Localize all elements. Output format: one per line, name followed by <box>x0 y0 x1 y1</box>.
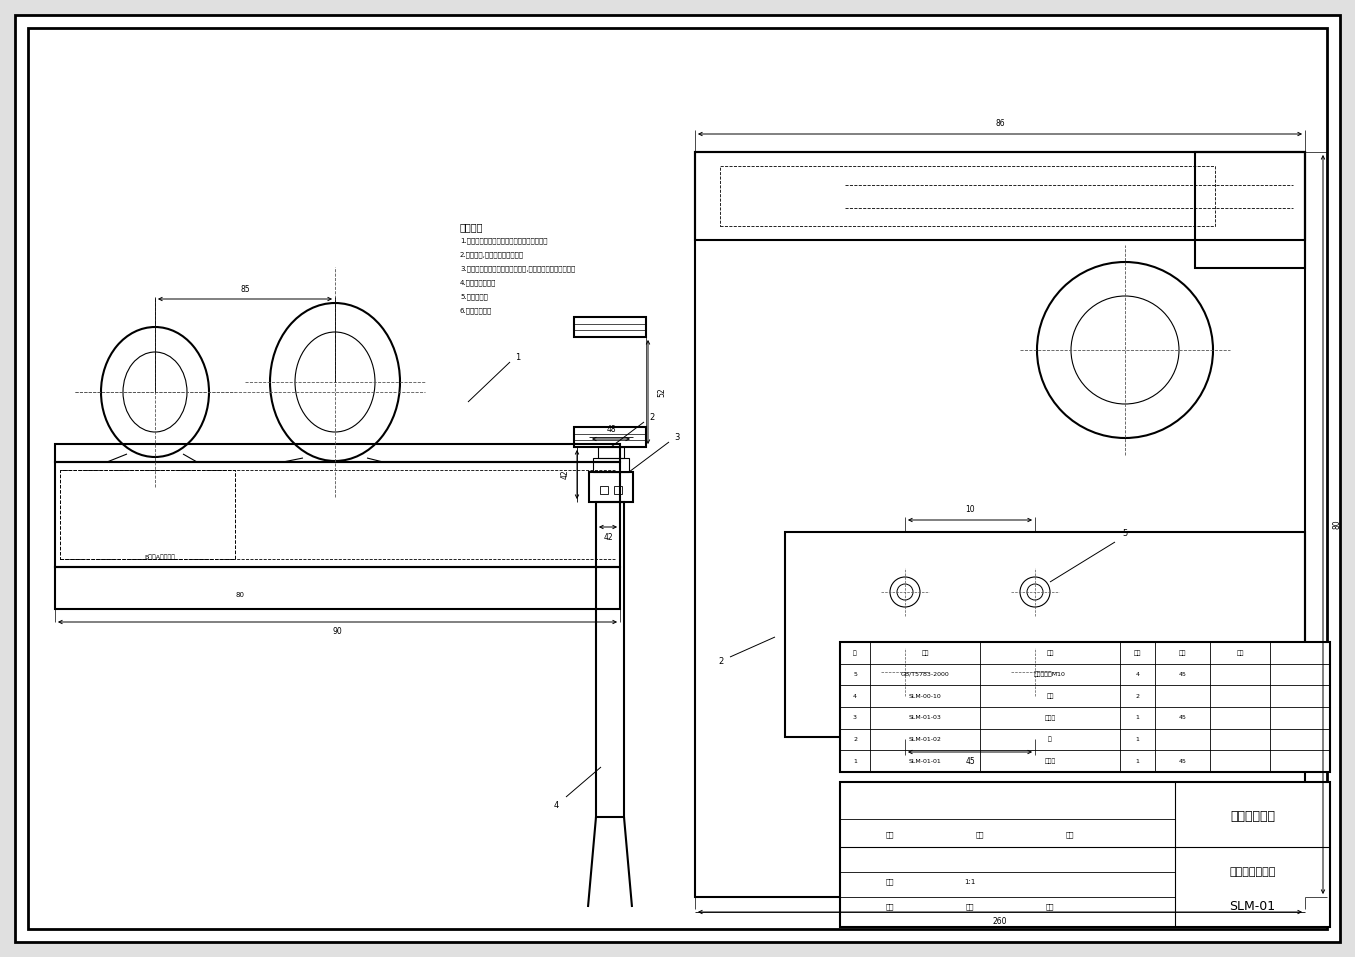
Bar <box>56 462 621 567</box>
Text: 4: 4 <box>854 694 856 699</box>
Text: B处为A级外露面: B处为A级外露面 <box>145 554 176 560</box>
Text: 10: 10 <box>965 505 974 515</box>
Bar <box>575 427 646 447</box>
Text: 携门装置装配图: 携门装置装配图 <box>1229 867 1275 877</box>
Text: 4: 4 <box>1135 672 1140 677</box>
Bar <box>695 152 1305 897</box>
Text: 1: 1 <box>1135 737 1140 742</box>
Text: 代号: 代号 <box>921 650 928 656</box>
Text: SLM-01: SLM-01 <box>1229 901 1275 914</box>
Text: 5.油漆防锈。: 5.油漆防锈。 <box>459 294 488 300</box>
Text: 3.所有针对焊接位置一次调整好后,一次性将所有焊接完成。: 3.所有针对焊接位置一次调整好后,一次性将所有焊接完成。 <box>459 266 576 273</box>
Text: 重量: 重量 <box>976 832 984 838</box>
Text: 45: 45 <box>965 758 974 767</box>
Text: 2: 2 <box>718 657 724 666</box>
Text: GB/T5783-2000: GB/T5783-2000 <box>901 672 950 677</box>
Text: 携门架: 携门架 <box>1045 758 1056 764</box>
Text: 2.所有焊缝,用一一密封胶填充。: 2.所有焊缝,用一一密封胶填充。 <box>459 252 524 258</box>
Bar <box>695 152 1305 240</box>
Text: 1: 1 <box>1135 759 1140 764</box>
Text: 1.装配前所有零件均去毛刺、清理焊接飞溅。: 1.装配前所有零件均去毛刺、清理焊接飞溅。 <box>459 237 547 244</box>
Bar <box>785 532 1305 737</box>
Text: 1: 1 <box>515 352 520 362</box>
Text: 1:1: 1:1 <box>965 879 976 885</box>
Text: 86: 86 <box>995 120 1005 128</box>
Bar <box>1195 152 1305 268</box>
Bar <box>575 317 646 337</box>
Bar <box>60 470 234 559</box>
Bar <box>593 458 629 472</box>
Text: 携门钩: 携门钩 <box>1045 715 1056 721</box>
Text: SLM-01-03: SLM-01-03 <box>909 715 942 721</box>
Text: 90: 90 <box>332 628 343 636</box>
Text: 审核: 审核 <box>1046 903 1054 910</box>
Text: 2: 2 <box>1135 694 1140 699</box>
Text: 设计: 设计 <box>886 903 894 910</box>
Text: 备注: 备注 <box>1236 650 1244 656</box>
Bar <box>840 642 1331 772</box>
Text: 南京工程学院: 南京工程学院 <box>1230 811 1275 824</box>
Text: 45: 45 <box>1179 715 1187 721</box>
Bar <box>56 444 621 462</box>
Text: 4.所有螺钉点焊。: 4.所有螺钉点焊。 <box>459 279 496 286</box>
Text: SLM-00-10: SLM-00-10 <box>909 694 942 699</box>
Text: 2: 2 <box>854 737 856 742</box>
Bar <box>56 567 621 609</box>
Text: 轴: 轴 <box>1049 737 1051 743</box>
Bar <box>720 166 1215 226</box>
Text: 5: 5 <box>854 672 856 677</box>
Text: 材料: 材料 <box>886 832 894 838</box>
Bar <box>614 486 622 494</box>
Text: 6.注意防火花。: 6.注意防火花。 <box>459 308 492 314</box>
Text: 1: 1 <box>1135 715 1140 721</box>
Text: 45: 45 <box>1179 759 1187 764</box>
Text: 260: 260 <box>993 918 1007 926</box>
Text: SLM-01-02: SLM-01-02 <box>909 737 942 742</box>
Text: 48: 48 <box>606 425 615 434</box>
Text: 材料: 材料 <box>1179 650 1186 656</box>
Text: 5: 5 <box>1122 529 1127 539</box>
Text: SLM-01-01: SLM-01-01 <box>909 759 942 764</box>
Bar <box>598 447 625 458</box>
Text: 80: 80 <box>1332 520 1341 529</box>
Bar <box>840 782 1331 927</box>
Text: 制图: 制图 <box>966 903 974 910</box>
Text: 1: 1 <box>854 759 856 764</box>
Text: 4: 4 <box>553 800 558 810</box>
Text: 数量: 数量 <box>1134 650 1141 656</box>
Text: 门扣: 门扣 <box>1046 694 1054 699</box>
Text: 3: 3 <box>854 715 856 721</box>
Text: 2: 2 <box>649 412 654 421</box>
Text: 45: 45 <box>1179 672 1187 677</box>
Text: 技术要求: 技术要求 <box>459 222 484 232</box>
Text: 名称: 名称 <box>1046 650 1054 656</box>
Text: 52: 52 <box>657 388 667 397</box>
Text: 42: 42 <box>561 470 569 479</box>
Text: 85: 85 <box>240 284 249 294</box>
Text: 80: 80 <box>236 592 244 598</box>
Text: 序: 序 <box>854 650 856 656</box>
Text: 比例: 比例 <box>886 879 894 885</box>
Text: 大扁头螺钉M10: 大扁头螺钉M10 <box>1034 672 1066 678</box>
Bar <box>596 502 625 817</box>
Text: 图号: 图号 <box>1066 832 1075 838</box>
Text: 42: 42 <box>603 532 612 542</box>
Text: 3: 3 <box>675 433 680 441</box>
Bar <box>589 472 633 502</box>
Bar <box>600 486 608 494</box>
